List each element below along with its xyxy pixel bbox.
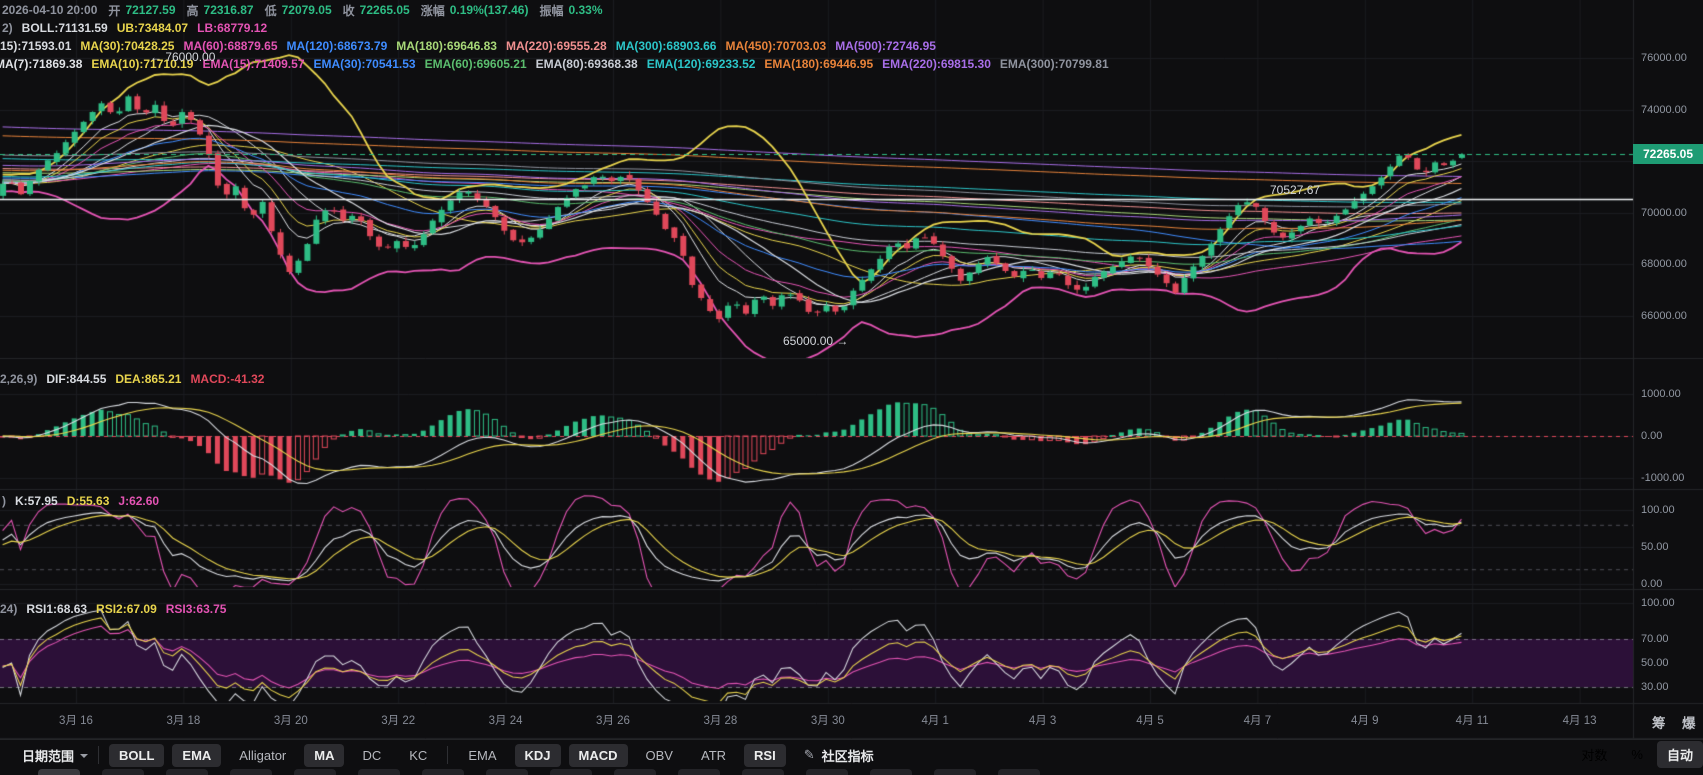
indicator-button-dc[interactable]: DC: [362, 747, 382, 763]
scale-toggle-对数[interactable]: 对数: [1581, 747, 1608, 763]
timeframe-button-clipped[interactable]: [998, 769, 1040, 775]
axis-tick-label: 70.00: [1641, 633, 1669, 645]
indicator-button-atr[interactable]: ATR: [700, 747, 727, 763]
overlay-indicator-group: BOLL EMA Alligator MA DC KC: [109, 743, 437, 767]
axis-tick-label: 100.00: [1641, 597, 1675, 609]
axis-tick-label: 68000.00: [1641, 258, 1687, 271]
time-tick-label: 4月 5: [1136, 715, 1164, 727]
scale-toggle-percent[interactable]: %: [1631, 746, 1643, 762]
indicator-button-ema[interactable]: EMA: [172, 743, 222, 767]
axis-tick-label: 76000.00: [1641, 52, 1687, 64]
time-tick-label: 4月 3: [1028, 715, 1057, 727]
time-tick-label: 4月 13: [1562, 715, 1597, 727]
time-tick-label: 3月 18: [166, 715, 201, 727]
axis-tick-label: 50.00: [1641, 657, 1669, 669]
timeframe-button-clipped[interactable]: [934, 769, 976, 775]
chart-canvas[interactable]: [0, 0, 1703, 740]
axis-tick-label: 74000.00: [1641, 103, 1687, 116]
chevron-down-icon: [80, 754, 89, 758]
timeframe-button-clipped[interactable]: [294, 769, 336, 775]
last-price-badge: 72265.05: [1633, 144, 1703, 165]
time-tick-label: 4月 11: [1455, 715, 1489, 727]
time-tick-label: 4月 9: [1351, 715, 1379, 727]
time-tick-label: 3月 24: [488, 715, 523, 727]
date-range-button[interactable]: 日期范围: [22, 746, 89, 765]
axis-tick-label: 0.00: [1641, 578, 1663, 590]
scale-controls: 对数% 自动: [1571, 739, 1703, 769]
price-annotation: 65000.00 →: [783, 333, 849, 348]
timeframe-button-clipped[interactable]: [486, 769, 528, 775]
axis-tick-label: 100.00: [1641, 504, 1675, 516]
timeframe-button-clipped[interactable]: [358, 769, 400, 775]
indicator-button-kc[interactable]: KC: [409, 747, 428, 763]
time-tick-label: 3月 22: [381, 715, 416, 727]
timeframe-button-clipped[interactable]: [550, 769, 592, 775]
time-tick-label: 3月 28: [703, 715, 738, 727]
axis-tick-label: 0.00: [1641, 430, 1663, 442]
timeframe-button-clipped[interactable]: [166, 769, 208, 775]
timeframe-button-clipped[interactable]: [614, 769, 656, 775]
time-tick-label: 4月 1: [921, 715, 949, 727]
indicator-button-obv[interactable]: OBV: [645, 747, 673, 763]
community-indicators-button[interactable]: ✎ 社区指标: [804, 746, 874, 765]
indicator-button-boll[interactable]: BOLL: [109, 743, 165, 767]
toolbar-separator: [447, 746, 449, 764]
indicator-button-ma[interactable]: MA: [304, 743, 345, 767]
liquidation-toggle[interactable]: 爆: [1682, 716, 1696, 731]
indicator-button-rsi[interactable]: RSI: [744, 743, 786, 767]
time-tick-label: 3月 20: [273, 715, 308, 727]
oscillator-indicator-group: EMA KDJ MACD OBV ATR RSI: [458, 743, 786, 767]
axis-tick-label: 66000.00: [1641, 310, 1687, 322]
edit-icon: ✎: [803, 747, 815, 762]
time-tick-label: 3月 26: [596, 715, 630, 727]
indicator-button-macd[interactable]: MACD: [568, 743, 628, 767]
community-indicators-label: 社区指标: [821, 748, 874, 764]
axis-tick-label: -1000.00: [1641, 472, 1685, 484]
timeframe-row-clipped[interactable]: [0, 769, 1703, 775]
timeframe-button-clipped[interactable]: [678, 769, 720, 775]
timeframe-button-clipped[interactable]: [870, 769, 912, 775]
time-tick-label: 3月 16: [59, 715, 93, 727]
timeframe-button-clipped[interactable]: [102, 769, 144, 775]
price-annotation: ← 76000.00: [150, 50, 216, 64]
indicator-toolbar: 日期范围 BOLL EMA Alligator MA DC KC EMA KDJ MACD OB…: [0, 739, 1703, 770]
chip-distribution-toggle[interactable]: 筹: [1652, 716, 1666, 731]
indicator-button-alligator[interactable]: Alligator: [239, 747, 287, 763]
axis-tick-label: 30.00: [1641, 681, 1669, 693]
axis-tick-label: 70000.00: [1641, 206, 1687, 219]
scale-toggle-自动[interactable]: 自动: [1656, 740, 1703, 768]
time-tick-label: 3月 30: [810, 715, 845, 727]
timeframe-button-clipped[interactable]: [806, 769, 848, 775]
timeframe-button-clipped[interactable]: [230, 769, 272, 775]
axis-tick-label: 50.00: [1641, 541, 1669, 553]
indicator-button-ema[interactable]: EMA: [468, 747, 497, 763]
timeframe-button-clipped[interactable]: [742, 769, 784, 775]
price-line-label: 70527.67: [1270, 183, 1321, 198]
indicator-button-kdj[interactable]: KDJ: [514, 743, 561, 767]
toolbar-separator: [98, 746, 100, 764]
time-tick-label: 4月 7: [1243, 715, 1272, 727]
timeframe-button-clipped[interactable]: [422, 769, 464, 775]
axis-tick-label: 1000.00: [1641, 388, 1681, 400]
date-range-label: 日期范围: [22, 748, 75, 764]
timeframe-button-clipped[interactable]: [38, 769, 80, 775]
